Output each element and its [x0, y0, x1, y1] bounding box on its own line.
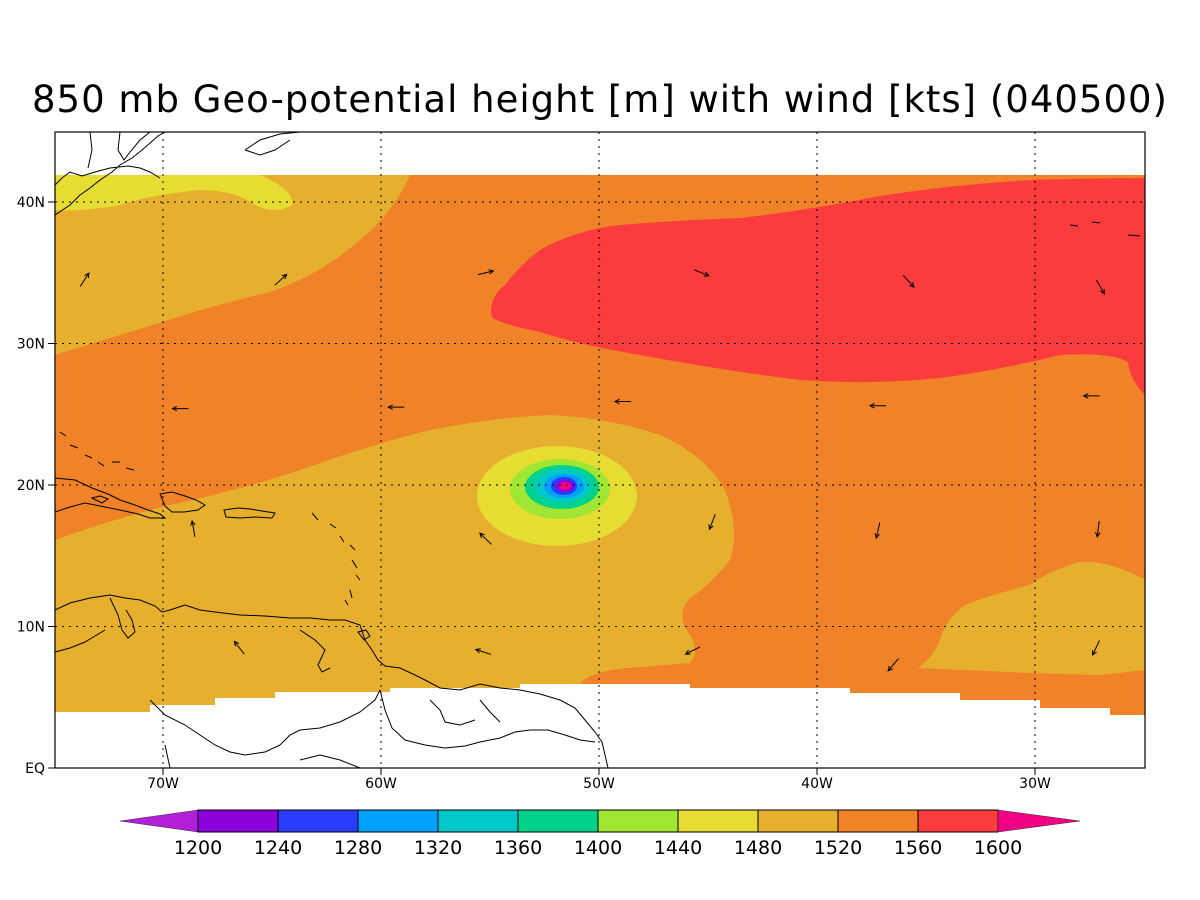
colorbar-swatch: [277, 809, 359, 833]
lon-tick-label: 50W: [583, 776, 615, 792]
colorbar-level-label: 1440: [654, 837, 702, 859]
wind-arrow: [1082, 393, 1100, 399]
low-ring-1200: [559, 482, 571, 490]
wind-arrow: [708, 514, 716, 531]
colorbar-swatch: [517, 809, 599, 833]
colorbar-swatch: [917, 809, 999, 833]
colorbar-under-triangle: [119, 809, 199, 833]
wind-arrow: [887, 658, 899, 672]
coastline-azores-islands: [1069, 221, 1141, 237]
colorbar-swatch: [597, 809, 679, 833]
wind-arrow: [477, 269, 495, 276]
wind-arrow: [868, 403, 887, 409]
wind-arrow: [474, 648, 492, 655]
wind-arrow: [613, 398, 631, 405]
colorbar-swatch: [357, 809, 439, 833]
colorbar-level-label: 1400: [574, 837, 622, 859]
coastline-newfoundland: [244, 132, 320, 156]
lon-tick-label: 60W: [365, 776, 397, 792]
lon-tick-label: 70W: [147, 776, 179, 792]
coastline-hispaniola: [159, 491, 206, 513]
coastline-north-inland: [87, 132, 151, 169]
coastline-puerto-rico: [223, 507, 276, 519]
lat-tick-label: 30N: [17, 337, 45, 353]
contour-band-1520-east: [918, 561, 1145, 675]
colorbar-level-label: 1520: [814, 837, 862, 859]
coastline-maracaibo: [109, 597, 136, 639]
colorbar-level-label: 1480: [734, 837, 782, 859]
contour-band-1600: [491, 175, 1145, 395]
colorbar-level-label: 1200: [174, 837, 222, 859]
coastline-jamaica: [90, 495, 110, 504]
wind-arrow: [233, 640, 245, 655]
coastline-cuba: [55, 477, 167, 519]
colorbar-level-label: 1320: [414, 837, 462, 859]
coastline-lesser-antilles: [311, 512, 361, 606]
wind-arrow: [1091, 640, 1100, 656]
lat-tick-label: 20N: [17, 478, 45, 494]
colorbar: 1200 1240 1280 1320 1360 1400 1440 1480 1520 1560…: [119, 809, 1081, 859]
coastline-orinoco: [299, 629, 331, 673]
wind-arrow: [1095, 279, 1105, 295]
graticule: [48, 132, 1145, 775]
latitude-labels: EQ 10N 20N 30N 40N: [17, 195, 45, 777]
lat-tick-label: 10N: [17, 620, 45, 636]
colorbar-level-label: 1600: [974, 837, 1022, 859]
colorbar-swatch: [757, 809, 839, 833]
lon-tick-label: 30W: [1019, 776, 1051, 792]
wind-arrow: [387, 404, 405, 410]
wind-arrow: [171, 405, 189, 412]
colorbar-level-label: 1280: [334, 837, 382, 859]
contour-band-1480-north: [55, 175, 293, 211]
contour-fill: [55, 175, 1145, 715]
wind-arrow: [1095, 520, 1101, 538]
coastlines: [55, 132, 1141, 768]
coastline-trinidad: [357, 629, 371, 641]
coastline-border-1: [149, 689, 381, 756]
wind-arrow: [274, 273, 288, 286]
colorbar-swatch: [437, 809, 519, 833]
colorbar-swatch: [677, 809, 759, 833]
colorbar-swatch: [837, 809, 919, 833]
lat-tick-label: 40N: [17, 195, 45, 211]
coastline-interior-south: [164, 744, 361, 768]
lon-tick-label: 40W: [801, 776, 833, 792]
lat-tick-label: EQ: [25, 761, 45, 777]
wind-arrow: [902, 275, 915, 288]
wind-arrow: [874, 522, 881, 540]
coastline-border-3: [429, 699, 501, 726]
coastline-north-america: [55, 132, 166, 216]
coastline-bahamas: [59, 431, 135, 471]
contour-band-1520-north: [55, 175, 410, 355]
plot-frame: [54, 131, 1146, 769]
wind-arrow: [684, 646, 701, 655]
coastline-panama: [55, 629, 106, 653]
colorbar-swatch: [197, 809, 279, 833]
map-title: 850 mb Geo-potential height [m] with win…: [32, 78, 1168, 121]
coastline-south-america: [55, 594, 609, 768]
coastline-border-2: [379, 689, 596, 749]
wind-arrow: [479, 532, 492, 545]
wind-vectors: [79, 269, 1105, 672]
wind-arrow: [190, 519, 196, 537]
colorbar-level-label: 1360: [494, 837, 542, 859]
colorbar-over-triangle: [997, 809, 1081, 833]
wind-arrow: [79, 272, 90, 287]
colorbar-level-label: 1240: [254, 837, 302, 859]
wind-arrow: [693, 269, 710, 277]
colorbar-level-label: 1560: [894, 837, 942, 859]
longitude-labels: 70W 60W 50W 40W 30W: [147, 776, 1051, 792]
